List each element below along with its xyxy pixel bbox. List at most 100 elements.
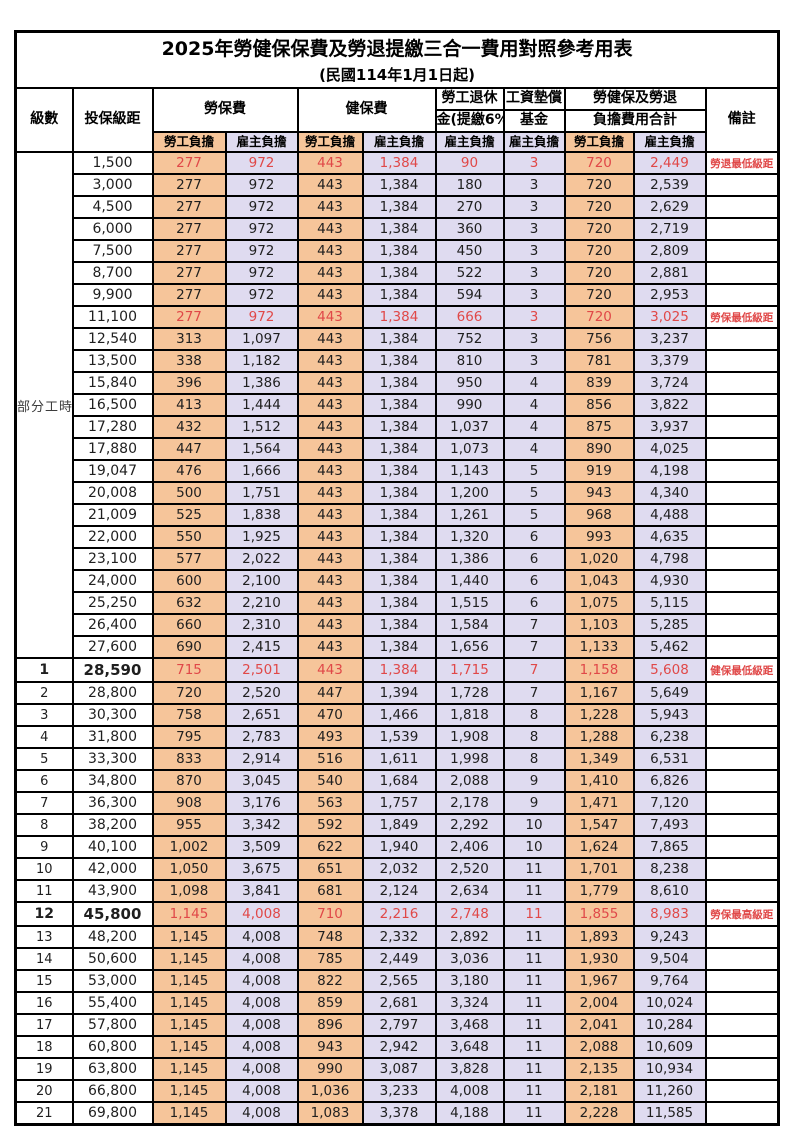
health-employer-cell: 1,384 <box>361 635 437 659</box>
table-row: 21,009 525 1,838 443 1,384 1,261 5 968 4,488 <box>16 503 780 527</box>
pension-employer-cell: 2,520 <box>434 857 505 881</box>
subheader-wage-fund-employer: 雇主負擔 <box>502 131 566 153</box>
health-employee-cell: 443 <box>296 327 364 351</box>
table-row: 16,500 413 1,444 443 1,384 990 4 856 3,822 <box>16 393 780 417</box>
remark-cell <box>704 1035 780 1059</box>
total-employer-cell: 2,881 <box>632 261 707 285</box>
health-employee-cell: 710 <box>296 901 364 927</box>
level-cell: 4 <box>14 725 74 749</box>
total-employer-cell: 7,493 <box>632 813 707 837</box>
table-row: 21 69,800 1,145 4,008 1,083 3,378 4,188 11 2,228… <box>14 1101 780 1126</box>
table-body: 部分工時 1,500 277 972 443 1,384 90 3 720 2,449 勞退最低級距… <box>14 151 780 1126</box>
subheader-labor-employee: 勞工負擔 <box>151 131 227 153</box>
total-employer-cell: 5,462 <box>632 635 707 659</box>
remark-cell: 勞保最低級距 <box>704 305 780 329</box>
labor-employee-cell: 313 <box>151 327 227 351</box>
remark-cell <box>704 283 780 307</box>
health-employer-cell: 1,611 <box>361 747 437 771</box>
total-employee-cell: 2,041 <box>563 1013 635 1037</box>
table-row: 10 42,000 1,050 3,675 651 2,032 2,520 11 1,701 8,… <box>14 857 780 881</box>
pension-employer-cell: 3,468 <box>434 1013 505 1037</box>
salary-cell: 48,200 <box>71 925 154 949</box>
wage-fund-employer-cell: 4 <box>502 415 566 439</box>
total-employee-cell: 720 <box>563 261 635 285</box>
total-employee-cell: 2,004 <box>563 991 635 1015</box>
col-header-labor-insurance: 勞保費 <box>151 87 299 133</box>
table-row: 2 28,800 720 2,520 447 1,394 1,728 7 1,167 5,649 <box>14 681 780 705</box>
pension-employer-cell: 594 <box>434 283 505 307</box>
wage-fund-employer-cell: 9 <box>502 769 566 793</box>
salary-cell: 13,500 <box>71 349 154 373</box>
wage-fund-employer-cell: 11 <box>502 947 566 971</box>
total-employee-cell: 1,855 <box>563 901 635 927</box>
remark-cell <box>704 813 780 837</box>
wage-fund-employer-cell: 11 <box>502 879 566 903</box>
health-employee-cell: 443 <box>296 481 364 505</box>
remark-cell: 勞退最低級距 <box>704 151 780 175</box>
remark-cell <box>704 239 780 263</box>
col-header-wage-fund-line2: 基金 <box>502 109 566 133</box>
health-employer-cell: 2,032 <box>361 857 437 881</box>
table-row: 12,540 313 1,097 443 1,384 752 3 756 3,237 <box>16 327 780 351</box>
labor-employee-cell: 500 <box>151 481 227 505</box>
total-employee-cell: 720 <box>563 173 635 197</box>
remark-cell <box>704 195 780 219</box>
table-row: 20,008 500 1,751 443 1,384 1,200 5 943 4,340 <box>16 481 780 505</box>
health-employee-cell: 785 <box>296 947 364 971</box>
table-row: 6,000 277 972 443 1,384 360 3 720 2,719 <box>16 217 780 241</box>
pension-employer-cell: 1,908 <box>434 725 505 749</box>
level-cell: 14 <box>14 947 74 971</box>
health-employee-cell: 1,083 <box>296 1101 364 1126</box>
pension-employer-cell: 1,200 <box>434 481 505 505</box>
health-employer-cell: 1,384 <box>361 173 437 197</box>
health-employer-cell: 1,384 <box>361 613 437 637</box>
labor-employee-cell: 833 <box>151 747 227 771</box>
health-employer-cell: 1,384 <box>361 525 437 549</box>
total-employer-cell: 5,285 <box>632 613 707 637</box>
remark-cell <box>704 835 780 859</box>
table-row: 15,840 396 1,386 443 1,384 950 4 839 3,724 <box>16 371 780 395</box>
labor-employer-cell: 972 <box>224 239 299 263</box>
table-row: 4 31,800 795 2,783 493 1,539 1,908 8 1,288 6,238 <box>14 725 780 749</box>
health-employer-cell: 2,124 <box>361 879 437 903</box>
labor-employer-cell: 3,675 <box>224 857 299 881</box>
pension-employer-cell: 666 <box>434 305 505 329</box>
labor-employee-cell: 632 <box>151 591 227 615</box>
wage-fund-employer-cell: 4 <box>502 393 566 417</box>
labor-employer-cell: 1,182 <box>224 349 299 373</box>
health-employer-cell: 1,384 <box>361 569 437 593</box>
wage-fund-employer-cell: 3 <box>502 151 566 175</box>
total-employee-cell: 1,701 <box>563 857 635 881</box>
labor-employee-cell: 550 <box>151 525 227 549</box>
level-cell: 16 <box>14 991 74 1015</box>
health-employee-cell: 592 <box>296 813 364 837</box>
health-employee-cell: 443 <box>296 591 364 615</box>
total-employee-cell: 943 <box>563 481 635 505</box>
salary-cell: 66,800 <box>71 1079 154 1103</box>
total-employee-cell: 875 <box>563 415 635 439</box>
table-row: 15 53,000 1,145 4,008 822 2,565 3,180 11 1,967 9,… <box>14 969 780 993</box>
remark-cell <box>704 879 780 903</box>
health-employee-cell: 859 <box>296 991 364 1015</box>
salary-cell: 21,009 <box>71 503 154 527</box>
salary-cell: 8,700 <box>71 261 154 285</box>
salary-cell: 60,800 <box>71 1035 154 1059</box>
labor-employer-cell: 4,008 <box>224 1079 299 1103</box>
total-employee-cell: 1,288 <box>563 725 635 749</box>
pension-employer-cell: 3,324 <box>434 991 505 1015</box>
table-row: 13 48,200 1,145 4,008 748 2,332 2,892 11 1,893 9,… <box>14 925 780 949</box>
salary-cell: 1,500 <box>71 151 154 175</box>
remark-cell <box>704 217 780 241</box>
labor-employer-cell: 3,045 <box>224 769 299 793</box>
col-header-remark: 備註 <box>704 87 780 153</box>
health-employer-cell: 1,384 <box>361 195 437 219</box>
table-row: 3,000 277 972 443 1,384 180 3 720 2,539 <box>16 173 780 197</box>
wage-fund-employer-cell: 11 <box>502 1013 566 1037</box>
labor-employer-cell: 4,008 <box>224 1035 299 1059</box>
salary-cell: 69,800 <box>71 1101 154 1126</box>
wage-fund-employer-cell: 8 <box>502 703 566 727</box>
pension-employer-cell: 1,386 <box>434 547 505 571</box>
health-employer-cell: 2,449 <box>361 947 437 971</box>
remark-cell <box>704 925 780 949</box>
health-employee-cell: 443 <box>296 217 364 241</box>
